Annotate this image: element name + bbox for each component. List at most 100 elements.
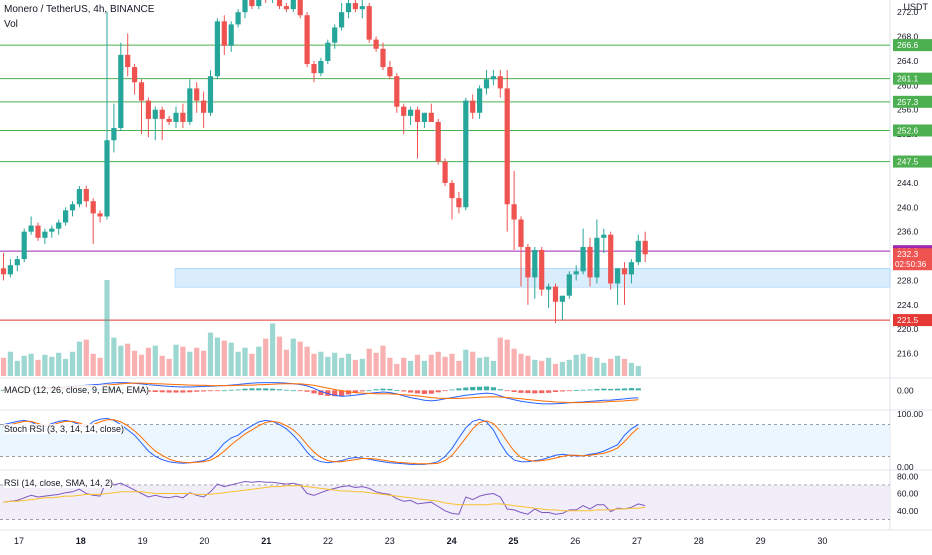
candle-body: [470, 100, 476, 113]
macd-histogram-bar: [180, 390, 186, 393]
x-tick-label: 19: [138, 536, 148, 546]
volume-bar: [373, 352, 379, 376]
candle-body: [546, 286, 552, 290]
volume-bar: [621, 358, 628, 376]
volume-bar: [483, 356, 490, 376]
macd-histogram-bar: [270, 388, 276, 391]
price-label-box-level: [893, 124, 932, 137]
volume-bar: [477, 357, 483, 376]
volume-bar: [394, 363, 400, 376]
volume-bar: [552, 363, 559, 376]
volume-bar: [63, 358, 69, 376]
macd-label: MACD (12, 26, close, 9, EMA, EMA): [4, 385, 150, 395]
x-tick-label: 28: [694, 536, 704, 546]
candle-body: [7, 265, 13, 275]
macd-histogram-bar: [518, 390, 524, 393]
volume-bar: [69, 351, 76, 376]
macd-histogram-bar: [608, 388, 614, 391]
volume-bar: [490, 360, 496, 376]
volume-bar: [297, 341, 303, 376]
x-tick-label: 22: [323, 536, 333, 546]
rsi-tick-label: 40.00: [897, 506, 919, 516]
macd-tick-label: 0.00: [897, 385, 914, 395]
candle-body: [235, 12, 241, 25]
volume-bar: [242, 347, 248, 376]
macd-histogram-bar: [497, 389, 503, 391]
volume-bar: [125, 343, 131, 376]
volume-bar: [587, 356, 593, 376]
macd-histogram-bar: [290, 390, 296, 392]
volume-bar: [83, 339, 89, 376]
candle-body: [152, 109, 158, 119]
candle-body: [104, 140, 110, 217]
macd-histogram-bar: [318, 390, 324, 396]
macd-histogram-bar: [359, 390, 365, 392]
price-label-support: 221.5: [897, 315, 919, 325]
macd-histogram-bar: [304, 390, 310, 392]
candle-body: [463, 100, 469, 208]
candle-body: [56, 222, 62, 229]
candle-body: [339, 12, 345, 28]
volume-bar: [207, 332, 214, 376]
macd-histogram-bar: [276, 389, 283, 391]
volume-bar: [559, 361, 565, 376]
candle-body: [49, 228, 55, 232]
macd-histogram-bar: [159, 390, 165, 393]
candle-body: [166, 118, 172, 122]
candle-body: [311, 64, 317, 74]
macd-histogram-bar: [414, 390, 421, 394]
candle-body: [138, 82, 145, 101]
macd-histogram-bar: [573, 390, 579, 391]
macd-histogram-bar: [525, 390, 531, 394]
candle-body: [276, 0, 283, 7]
macd-histogram-bar: [373, 389, 379, 391]
volume-bar: [90, 353, 96, 376]
macd-histogram-bar: [352, 390, 358, 393]
macd-histogram-bar: [401, 390, 407, 392]
volume-bar: [387, 357, 393, 376]
macd-histogram-bar: [228, 389, 234, 391]
candle-body: [21, 231, 27, 260]
macd-histogram-bar: [311, 390, 317, 394]
candle-body: [456, 198, 462, 208]
macd-histogram-bar: [242, 388, 248, 391]
price-label-box-level: [893, 39, 932, 52]
candle-body: [394, 76, 400, 107]
volume-bar: [132, 350, 138, 376]
macd-histogram-bar: [594, 388, 600, 391]
volume-bar: [14, 360, 20, 376]
macd-histogram-bar: [601, 388, 607, 391]
price-tick-label: 228.0: [897, 275, 919, 285]
candle-body: [214, 21, 220, 77]
price-label-level: 261.1: [897, 74, 919, 84]
volume-bar: [470, 351, 476, 376]
currency-label: USDT: [903, 2, 929, 12]
volume-bar: [145, 347, 151, 376]
macd-histogram-bar: [456, 388, 462, 391]
volume-bar: [345, 353, 352, 376]
price-tick-label: 224.0: [897, 300, 919, 310]
candle-body: [76, 189, 82, 205]
macd-histogram-bar: [249, 388, 255, 391]
volume-bar: [152, 345, 158, 376]
x-tick-label: 27: [632, 536, 642, 546]
price-tick-label: 236.0: [897, 227, 919, 237]
candle-body: [615, 268, 621, 284]
price-label-level: 252.6: [897, 125, 919, 135]
macd-histogram-bar: [587, 389, 593, 391]
macd-histogram-bar: [615, 388, 621, 391]
volume-bar: [318, 351, 324, 376]
volume-bar: [414, 354, 421, 376]
candle-body: [352, 3, 358, 10]
macd-histogram-bar: [628, 388, 634, 391]
volume-bar: [201, 350, 207, 376]
candle-body: [83, 189, 89, 202]
volume-bar: [49, 356, 55, 376]
macd-histogram-bar: [428, 390, 434, 394]
candle-body: [387, 67, 393, 77]
macd-histogram-bar: [408, 390, 414, 393]
macd-histogram-bar: [173, 390, 179, 393]
macd-histogram-bar: [580, 389, 586, 391]
